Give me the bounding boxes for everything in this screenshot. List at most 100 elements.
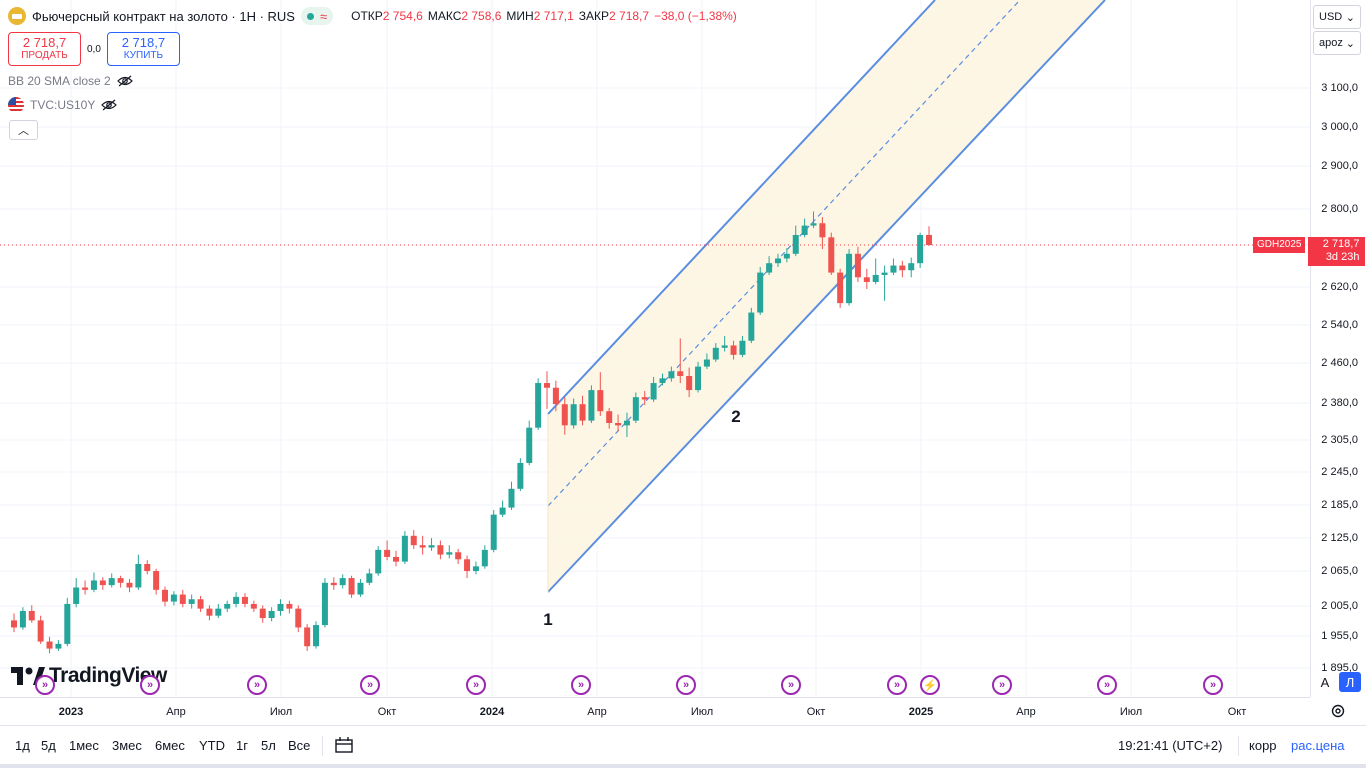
last-price-box: 2 718,7 3d 23h [1308,237,1366,266]
candle-body [268,610,275,619]
candle-body [108,578,115,586]
market-status[interactable]: ≈ [300,7,334,25]
price-tick: 3 100,0 [1321,82,1358,94]
range-6m[interactable]: 6мес [155,738,185,753]
unit-select[interactable]: apoz ⌄ [1313,31,1361,55]
candle-body [304,627,311,647]
range-ytd[interactable]: YTD [199,738,225,753]
candle-body [206,608,213,616]
event-marker[interactable]: » [35,675,55,695]
range-5d[interactable]: 5д [41,738,56,753]
price-tick: 2 540,0 [1321,319,1358,331]
candle-body [162,589,169,602]
price-chart[interactable]: 12 [0,0,1310,697]
candle-body [828,237,835,273]
eye-hidden-icon[interactable] [101,99,118,111]
indicator-us10y[interactable]: TVC:US10Y [8,97,118,113]
candle-body [846,253,853,304]
settlement-toggle[interactable]: рас.цена [1291,738,1345,753]
candle-body [233,596,240,604]
price-tick: 2 125,0 [1321,532,1358,544]
candle-body [686,375,693,391]
time-tick: Июл [690,706,714,718]
eye-hidden-icon[interactable] [116,75,133,87]
range-1d[interactable]: 1д [15,738,30,753]
ohlc-values: ОТКР 2 754,6 МАКС 2 758,6 МИН 2 717,1 ЗАКР 2… [351,9,737,23]
annotation-label-2[interactable]: 2 [731,407,740,426]
currency-select[interactable]: USD ⌄ [1313,5,1361,29]
sell-button[interactable]: 2 718,7 ПРОДАТЬ [8,32,81,66]
indicator-bollinger-label: BB 20 SMA close 2 [8,74,111,88]
candle-body [535,383,542,428]
candle-body [313,625,320,647]
candle-body [766,263,773,273]
candle-body [321,582,328,626]
event-marker[interactable]: » [571,675,591,695]
channel-lower-line[interactable] [547,0,1106,593]
last-price-symbol: GDH2025 [1253,237,1306,253]
currency-value: USD [1319,11,1343,23]
event-marker[interactable]: » [676,675,696,695]
candle-body [819,223,826,238]
price-tick: 2 620,0 [1321,281,1358,293]
event-marker[interactable]: » [781,675,801,695]
event-marker[interactable]: » [992,675,1012,695]
lightning-event-icon[interactable]: ⚡ [920,675,940,695]
candle-body [917,234,924,264]
candle-body [286,603,293,609]
date-range-icon[interactable] [334,735,354,755]
event-marker[interactable]: » [1097,675,1117,695]
channel-mid-line[interactable] [547,0,1021,507]
candle-body [55,643,62,649]
candle-body [739,340,746,355]
channel-upper-line[interactable] [547,0,936,415]
candle-body [179,594,186,604]
candle-body [384,549,391,557]
log-scale-button[interactable]: Л [1339,672,1361,692]
symbol-title[interactable]: Фьючерсный контракт на золото · 1Н · RUS [32,8,295,24]
event-marker[interactable]: » [887,675,907,695]
candle-body [810,223,817,226]
event-marker[interactable]: » [360,675,380,695]
collapse-legend-button[interactable]: ︿ [9,120,38,140]
candle-body [481,549,488,567]
candle-body [570,404,577,426]
candle-body [330,582,337,586]
indicator-bollinger[interactable]: BB 20 SMA close 2 [8,74,133,88]
candle-body [552,387,559,405]
time-tick: 2024 [479,706,505,718]
candle-body [455,552,462,560]
close-label: ЗАКР [578,9,610,23]
candle-body [446,552,453,555]
candle-body [153,571,160,590]
event-marker[interactable]: » [140,675,160,695]
candle-body [703,359,710,367]
time-axis[interactable]: 2023 Апр Июл Окт 2024 Апр Июл Окт 2025 Апр Июл Окт [0,697,1310,725]
auto-scale-button[interactable]: A [1315,672,1335,692]
gear-icon[interactable] [1330,703,1346,719]
price-axis[interactable]: 3 100,0 3 000,0 2 900,0 2 800,0 2 620,0 2 540… [1310,0,1366,697]
buy-button[interactable]: 2 718,7 КУПИТЬ [106,32,180,66]
adjust-toggle[interactable]: корр [1249,738,1277,753]
candle-body [144,563,151,572]
clock[interactable]: 19:21:41 (UTC+2) [1118,738,1223,753]
annotation-label-1[interactable]: 1 [543,610,552,629]
time-tick: Окт [377,706,397,718]
candle-body [837,272,844,304]
range-1y[interactable]: 1г [236,738,248,753]
candle-body [579,404,586,421]
event-marker[interactable]: » [1203,675,1223,695]
candle-body [19,610,26,628]
range-all[interactable]: Все [288,738,311,753]
price-tick: 2 065,0 [1321,565,1358,577]
event-marker[interactable]: » [247,675,267,695]
event-marker[interactable]: » [466,675,486,695]
range-1m[interactable]: 1мес [69,738,99,753]
bottom-toolbar: 1д 5д 1мес 3мес 6мес YTD 1г 5л Все 19:21… [0,725,1366,768]
range-3m[interactable]: 3мес [112,738,142,753]
candle-body [464,559,471,572]
price-tick: 1 895,0 [1321,662,1358,674]
chevron-down-icon: ⌄ [1345,11,1355,24]
range-5y[interactable]: 5л [261,738,276,753]
